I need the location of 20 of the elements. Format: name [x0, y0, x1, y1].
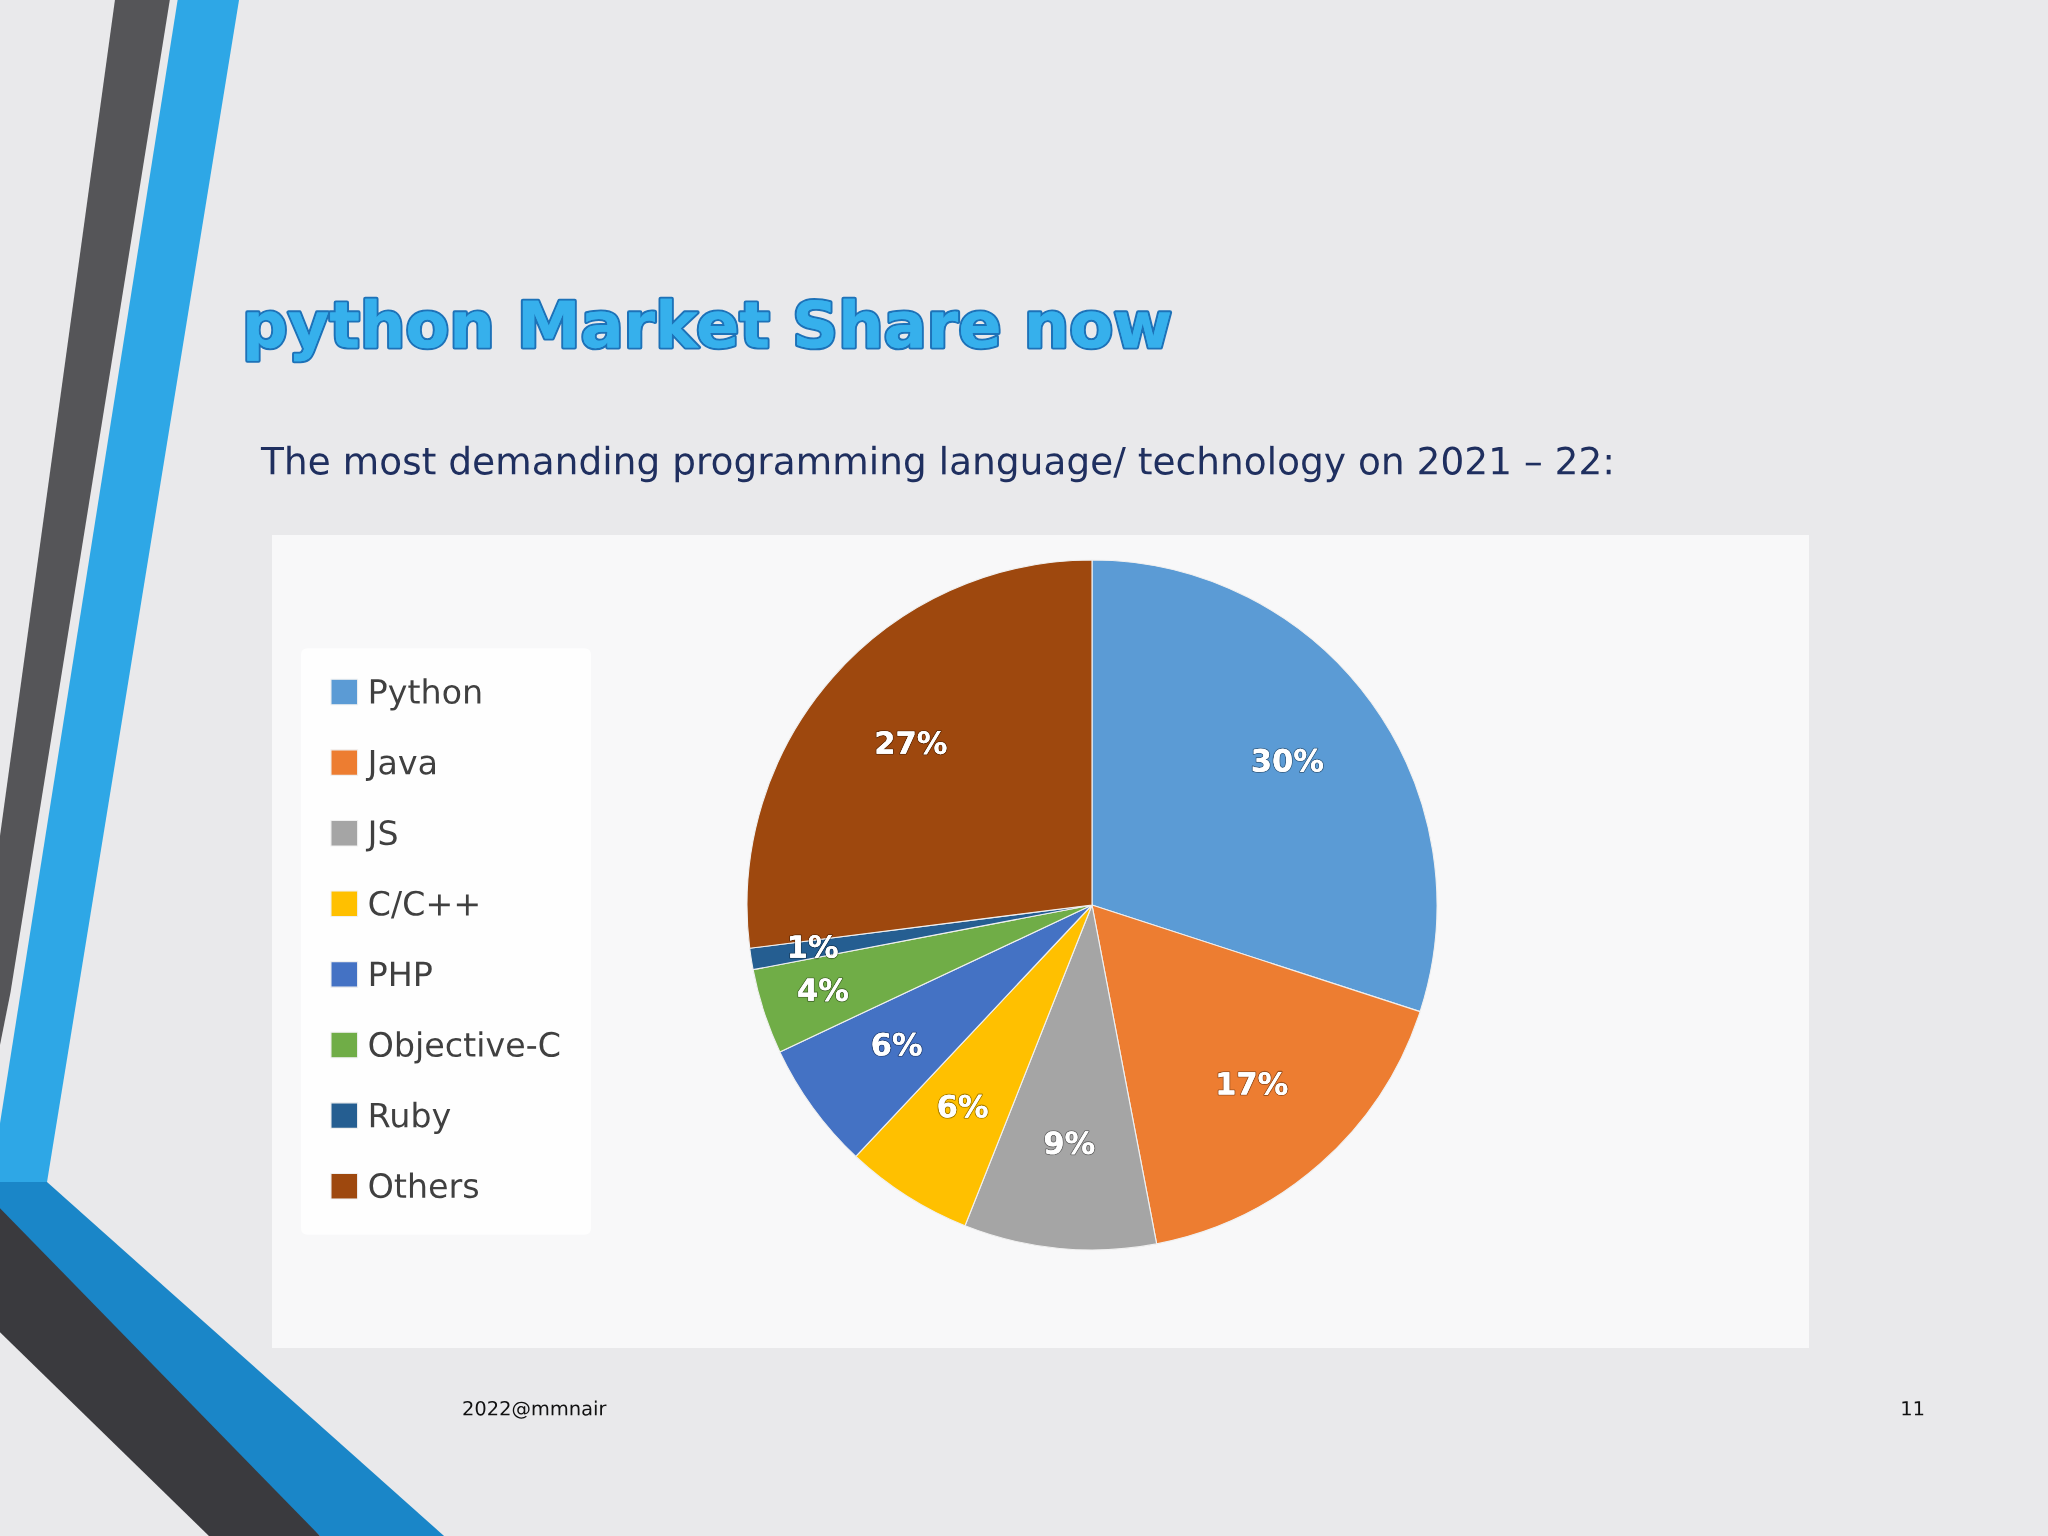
data-label: 6% — [938, 1094, 988, 1118]
data-label: 6% — [872, 1032, 922, 1056]
legend-label: PHP — [370, 961, 432, 986]
chart-title: python Market Share now — [247, 298, 1171, 362]
legend-label: JS — [365, 820, 397, 852]
data-label: 17% — [1218, 1071, 1288, 1096]
data-label: 9% — [1044, 1131, 1095, 1155]
data-label: 27% — [876, 731, 947, 755]
data-label: 30% — [1252, 748, 1323, 772]
legend-label: C/C++ — [369, 890, 478, 919]
legend-label: Others — [369, 1172, 479, 1199]
legend-label: Ruby — [370, 1101, 451, 1135]
data-label: 1% — [790, 935, 838, 959]
legend-label: Java — [365, 749, 436, 781]
legend-label: Python — [370, 678, 481, 711]
text: 2022@mmnair — [463, 1400, 607, 1419]
data-label: 4% — [798, 978, 848, 1002]
legend-label: Objective-C — [369, 1031, 560, 1064]
chart-subtitle: The most demanding programming language/ technology on 2021 – 22: — [260, 445, 1611, 483]
text: 11 — [1902, 1401, 1924, 1416]
